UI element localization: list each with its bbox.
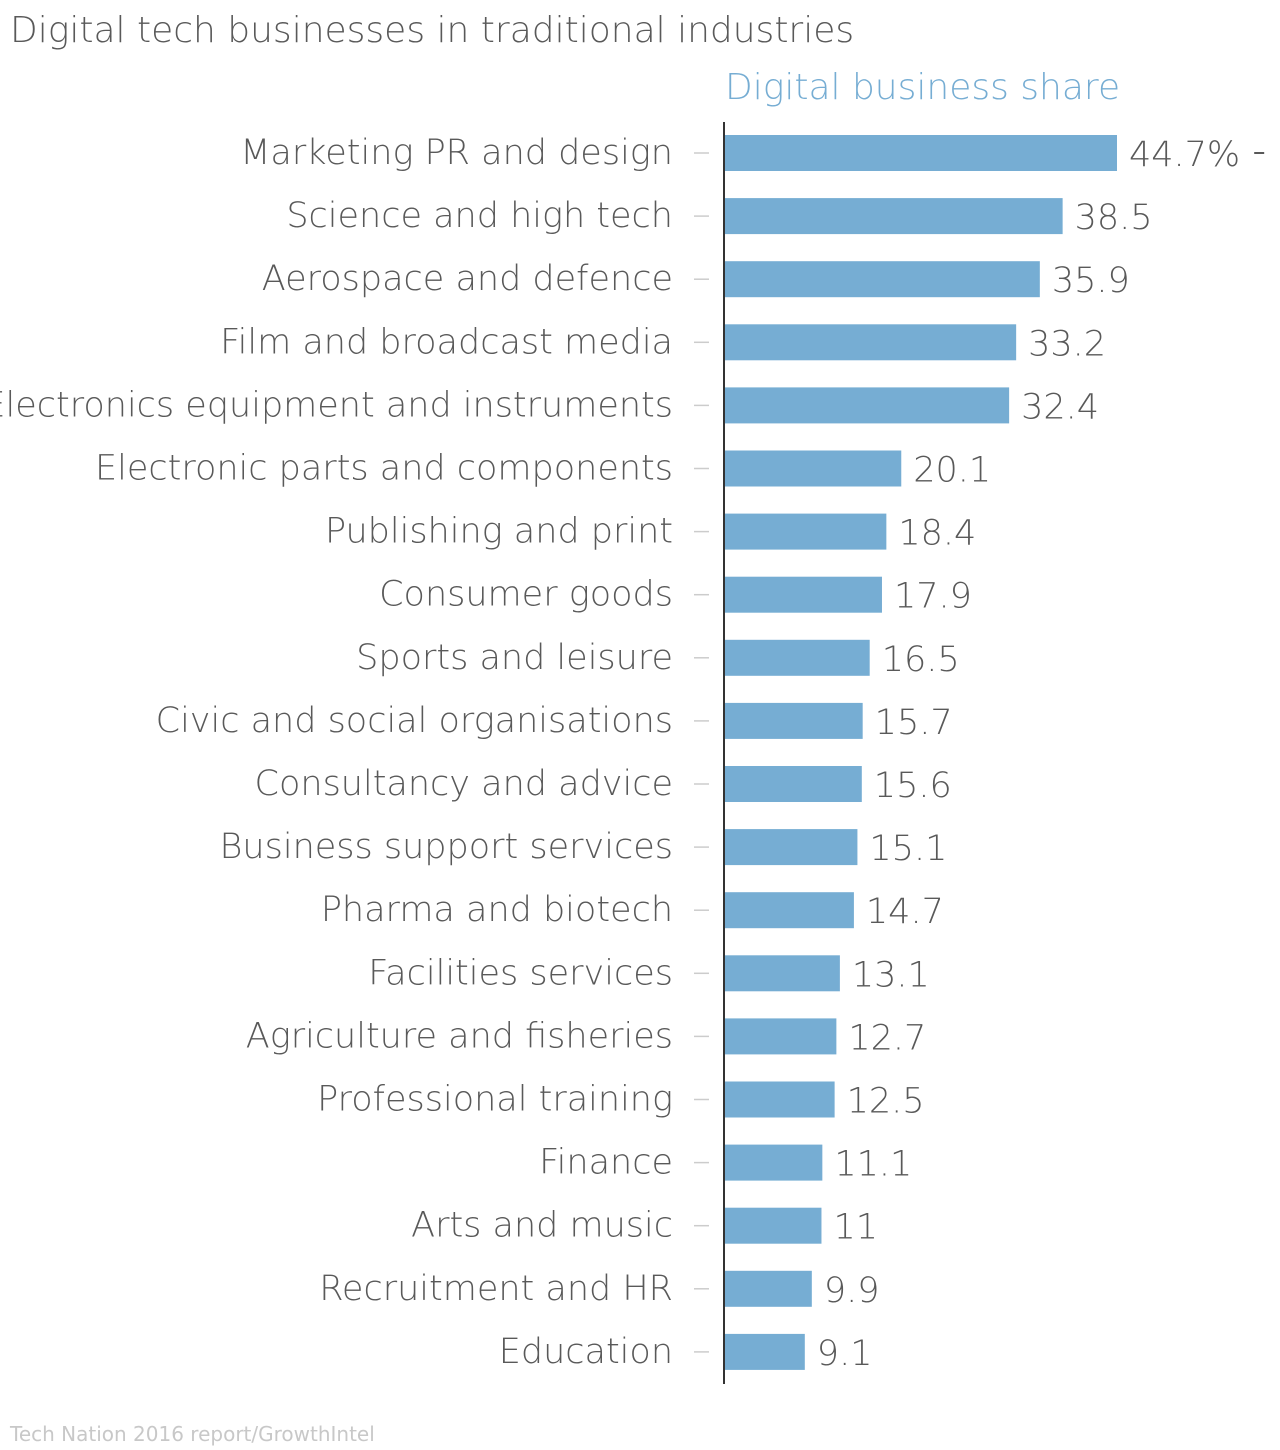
- source-note: Tech Nation 2016 report/GrowthIntel: [10, 1422, 375, 1446]
- category-label: Publishing and print: [325, 512, 673, 552]
- value-label: 11.1: [834, 1145, 912, 1185]
- category-label: Professional training: [317, 1080, 673, 1120]
- value-label: 32.4: [1021, 387, 1099, 427]
- value-label: 13.1: [852, 955, 930, 995]
- chart-title: Digital tech businesses in traditional i…: [10, 10, 855, 51]
- bar: [725, 450, 902, 487]
- value-label: 15.1: [869, 829, 947, 869]
- value-label: 9.1: [817, 1334, 873, 1374]
- category-label: Education: [499, 1332, 673, 1372]
- category-label: Science and high tech: [286, 196, 673, 236]
- category-label: Electronics equipment and instruments: [0, 385, 673, 425]
- value-label: 33.2: [1028, 324, 1106, 364]
- value-label: 18.4: [898, 514, 976, 554]
- bar: [725, 387, 1010, 424]
- category-label: Aerospace and defence: [262, 259, 673, 299]
- category-label: Sports and leisure: [356, 638, 673, 678]
- bar: [725, 1270, 812, 1307]
- bar: [725, 639, 870, 676]
- category-label: Civic and social organisations: [156, 701, 673, 741]
- category-label: Arts and music: [411, 1206, 673, 1246]
- value-label: 9.9: [824, 1271, 880, 1311]
- bar: [725, 1144, 823, 1181]
- bar: [725, 1333, 805, 1370]
- category-label: Consumer goods: [379, 575, 673, 615]
- value-label: 20.1: [913, 451, 991, 491]
- value-label: 14.7: [866, 892, 944, 932]
- category-label: Film and broadcast media: [220, 322, 673, 362]
- value-label: 12.7: [848, 1018, 926, 1058]
- value-label: 15.7: [875, 703, 953, 743]
- bar: [725, 135, 1117, 171]
- bar: [725, 1018, 837, 1055]
- bar: [725, 198, 1063, 235]
- value-label: 16.5: [882, 640, 960, 680]
- bar: [725, 261, 1040, 298]
- bar: [725, 702, 863, 739]
- value-label: 44.7%: [1129, 135, 1240, 175]
- category-label: Marketing PR and design: [240, 133, 673, 173]
- bar: [725, 324, 1017, 361]
- bar: [725, 1207, 822, 1244]
- value-label: 12.5: [847, 1082, 925, 1122]
- category-label: Business support services: [220, 827, 673, 867]
- bar: [725, 766, 862, 802]
- bar: [725, 892, 854, 929]
- category-label: Electronic parts and components: [95, 449, 673, 489]
- value-label: 38.5: [1075, 198, 1153, 238]
- category-label: Facilities services: [368, 953, 673, 993]
- category-label: Finance: [539, 1143, 673, 1183]
- value-label: 11: [833, 1208, 878, 1248]
- category-label: Pharma and biotech: [321, 890, 673, 930]
- bar: [725, 955, 840, 992]
- category-label: Consultancy and advice: [255, 764, 673, 804]
- bar: [725, 829, 858, 866]
- value-label: 17.9: [894, 577, 972, 617]
- value-label: 35.9: [1052, 261, 1130, 301]
- bar: [725, 1081, 835, 1118]
- category-label: Agriculture and fisheries: [246, 1016, 673, 1056]
- category-label: Recruitment and HR: [319, 1269, 673, 1309]
- series-header: Digital business share: [725, 67, 1121, 108]
- bar: [725, 513, 887, 550]
- value-label: 15.6: [874, 766, 952, 806]
- bar: [725, 576, 882, 613]
